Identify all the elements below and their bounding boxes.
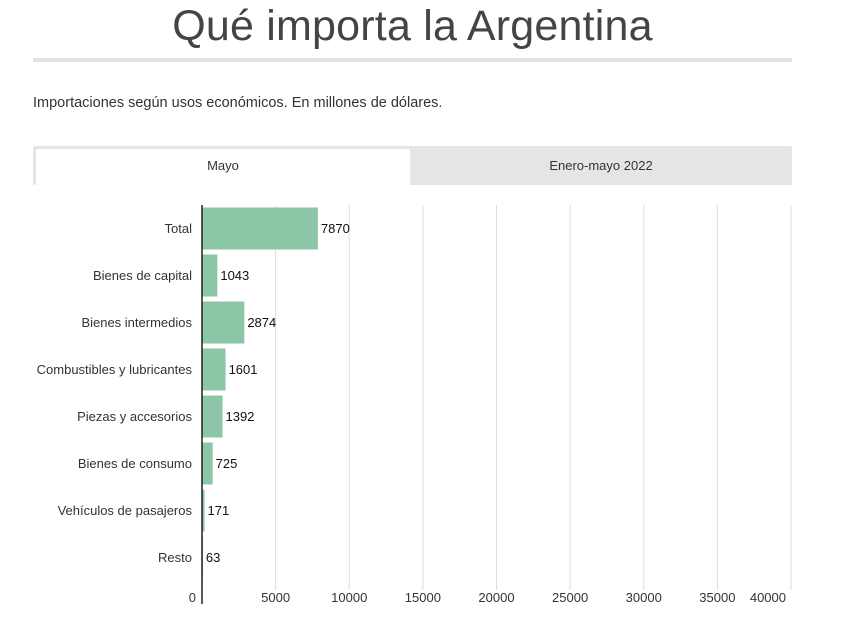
category-label: Resto: [158, 550, 192, 565]
x-tick-label: 35000: [699, 590, 735, 605]
data-label: 171: [208, 503, 230, 518]
category-label: Total: [165, 221, 193, 236]
bar: [202, 442, 213, 485]
data-label: 725: [216, 456, 238, 471]
category-label: Bienes intermedios: [81, 315, 192, 330]
x-tick-label: 40000: [750, 590, 786, 605]
bar: [202, 489, 205, 532]
bar: [202, 254, 218, 297]
x-tick-label: 20000: [478, 590, 514, 605]
bar-chart: 0 5000 10000 15000 20000 25000 30000 35000 40000…: [37, 205, 792, 605]
x-tick-label: 15000: [405, 590, 441, 605]
data-label: 1043: [220, 268, 249, 283]
chart-subtitle: Importaciones según usos económicos. En …: [33, 95, 443, 111]
x-tick-label: 10000: [331, 590, 367, 605]
data-label: 7870: [321, 221, 350, 236]
bar: [202, 395, 223, 438]
title-divider: [33, 58, 792, 62]
x-tick-label: 30000: [626, 590, 662, 605]
tab-mayo[interactable]: Mayo: [36, 149, 410, 185]
data-label: 2874: [247, 315, 276, 330]
category-label: Combustibles y lubricantes: [37, 362, 193, 377]
x-tick-label: 5000: [261, 590, 290, 605]
x-tick-label: 25000: [552, 590, 588, 605]
data-label: 1392: [225, 409, 254, 424]
x-tick-label: 0: [189, 590, 196, 605]
data-label: 63: [206, 550, 220, 565]
category-label: Bienes de consumo: [78, 456, 192, 471]
data-label: 1601: [229, 362, 258, 377]
bar: [202, 207, 318, 250]
period-tabs: Mayo Enero-mayo 2022: [33, 146, 792, 185]
category-label: Vehículos de pasajeros: [58, 503, 193, 518]
category-label: Bienes de capital: [93, 268, 192, 283]
bar: [202, 301, 245, 344]
category-label: Piezas y accesorios: [77, 409, 192, 424]
page-title: Qué importa la Argentina: [172, 2, 653, 50]
bar: [202, 348, 226, 391]
tab-enero-mayo-2022[interactable]: Enero-mayo 2022: [549, 158, 653, 173]
